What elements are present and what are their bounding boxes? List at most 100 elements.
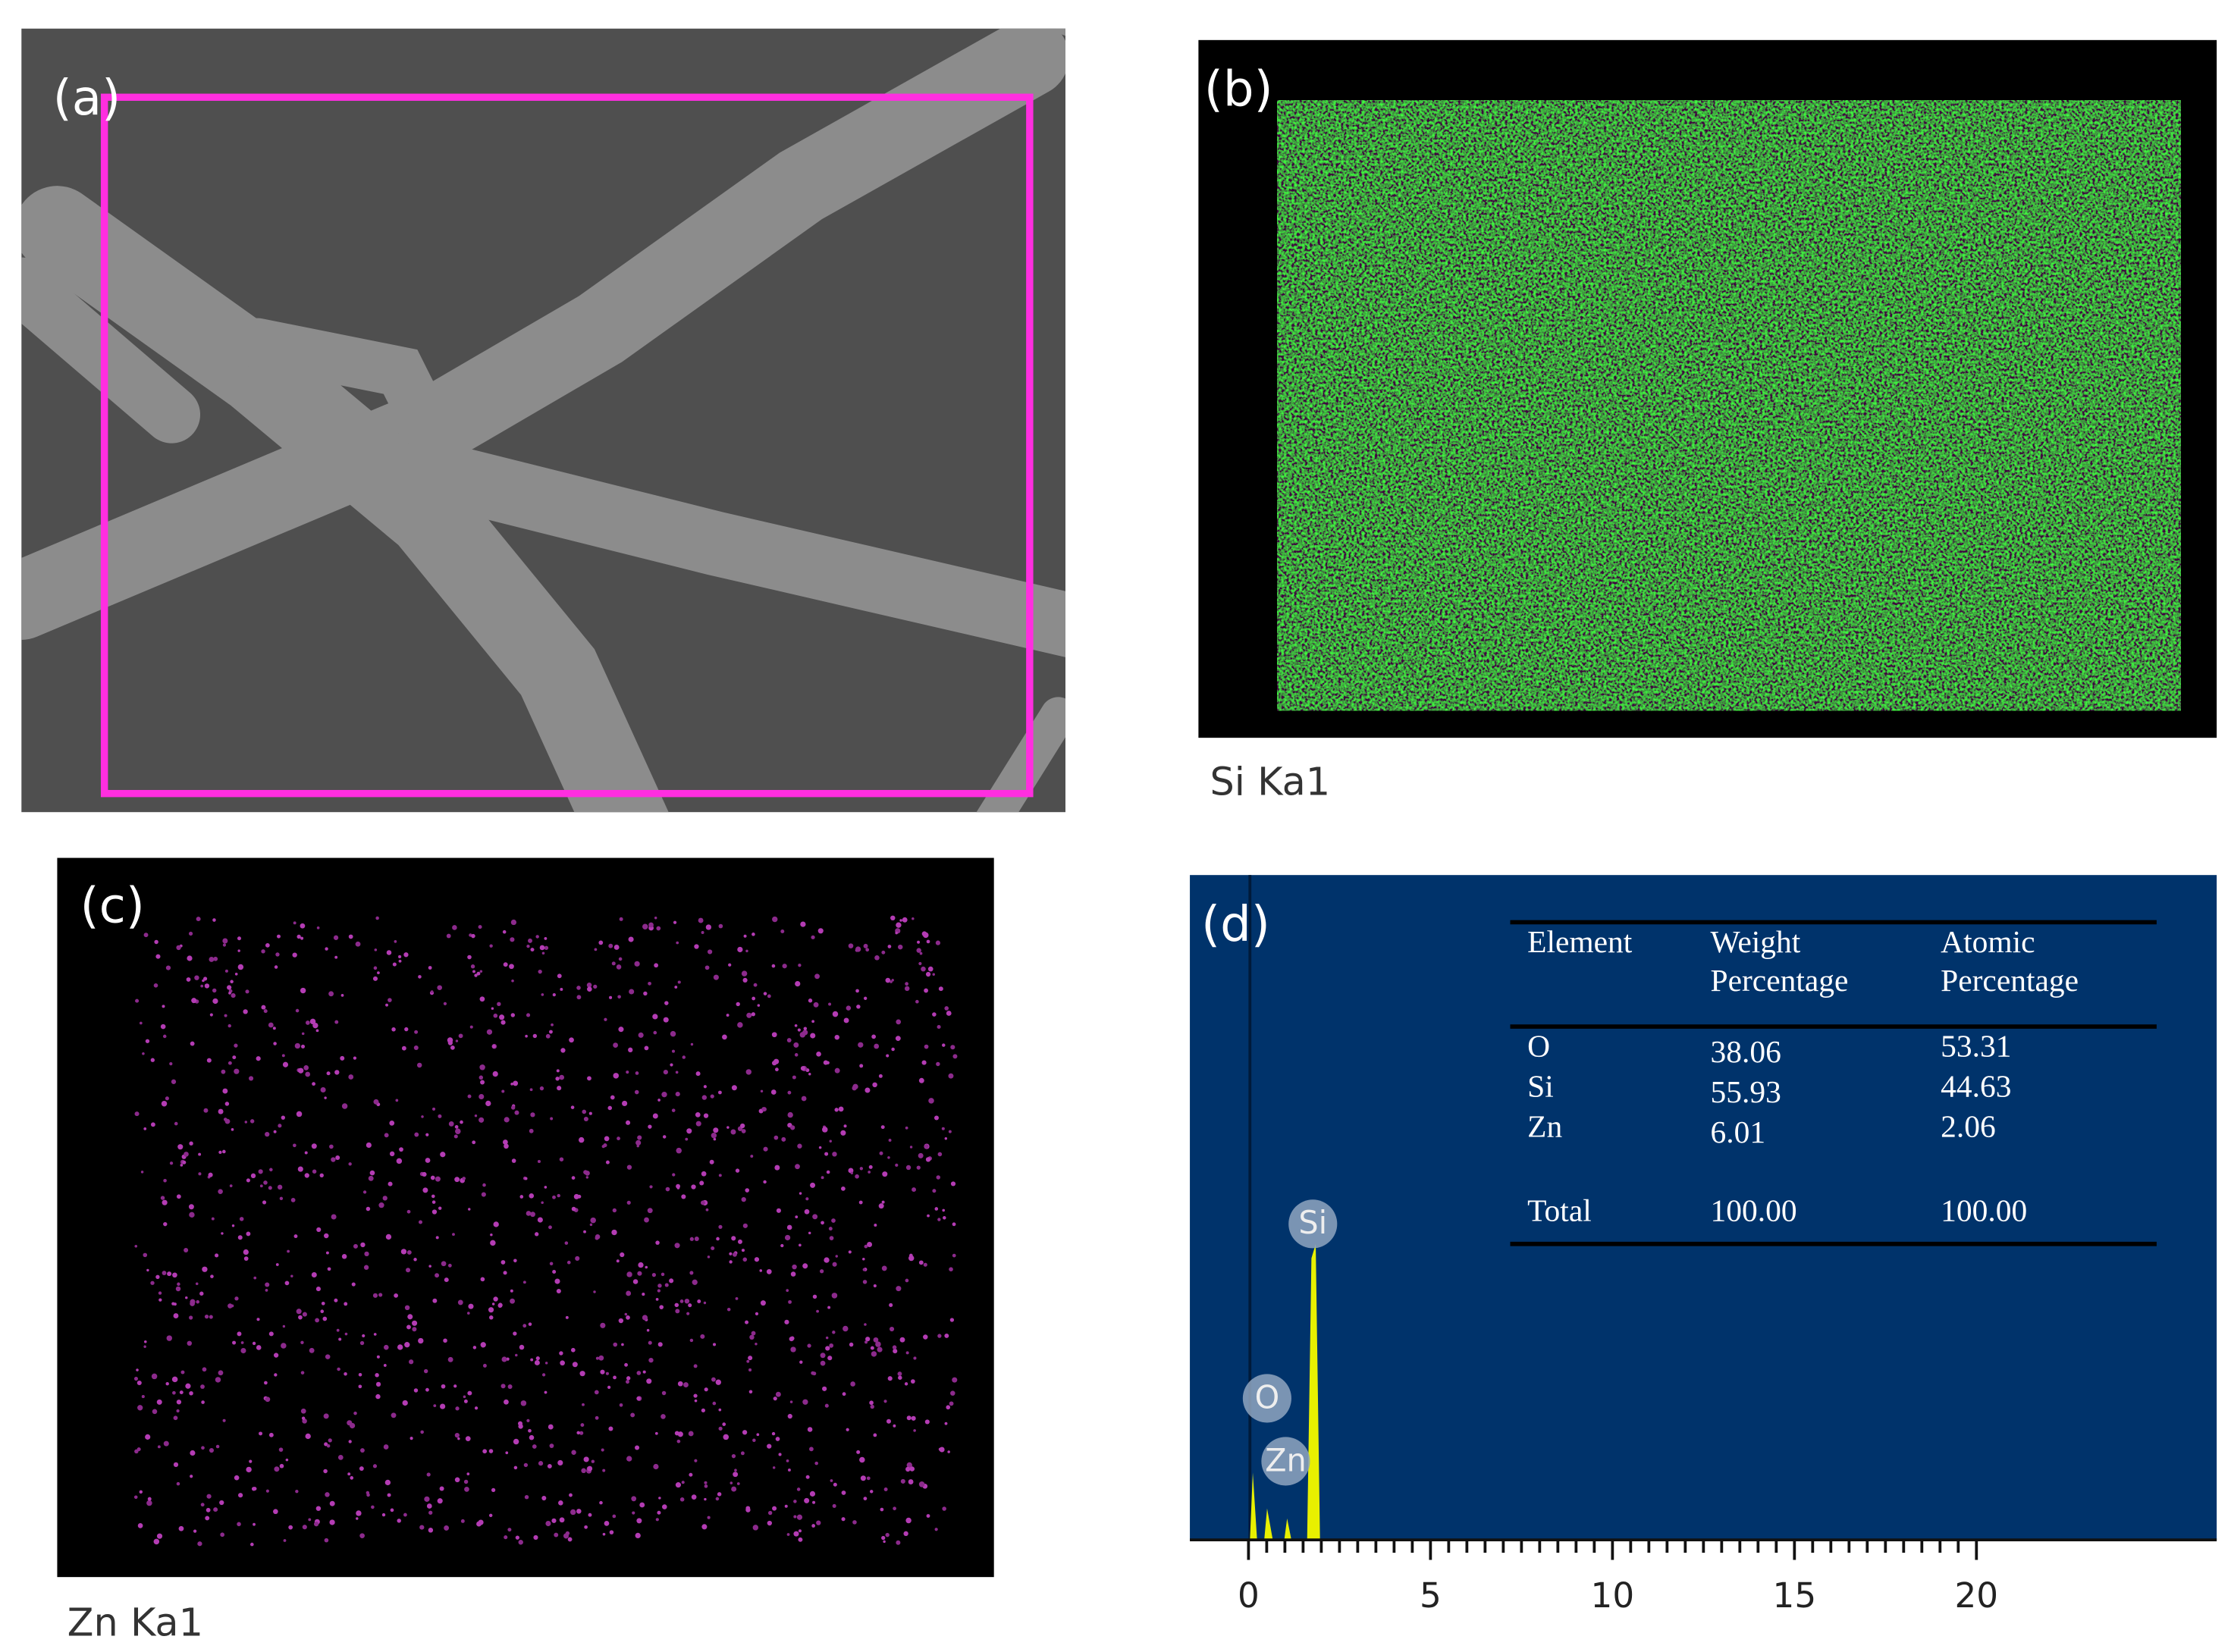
- zn-dot: [646, 1328, 650, 1332]
- zn-dot: [695, 1071, 701, 1077]
- zn-dot: [293, 921, 297, 925]
- zn-dot: [937, 1152, 943, 1157]
- zn-dot: [246, 1178, 250, 1183]
- zn-dot: [774, 1165, 780, 1171]
- zn-dot: [809, 1447, 814, 1452]
- zn-dot: [794, 1023, 798, 1027]
- zn-dot: [841, 1186, 846, 1191]
- zn-dot: [665, 1186, 670, 1192]
- zn-dot: [304, 1173, 309, 1178]
- zn-dot: [312, 1169, 317, 1174]
- zn-dot: [752, 1525, 759, 1531]
- zn-dot: [558, 1500, 563, 1506]
- zn-dot: [756, 1433, 760, 1437]
- zn-dot: [745, 949, 748, 953]
- zn-dot: [315, 1287, 321, 1292]
- zn-dot: [432, 1107, 436, 1111]
- zn-dot: [788, 1469, 791, 1472]
- zn-dot: [718, 923, 723, 929]
- zn-dot: [947, 1450, 950, 1453]
- zn-dot: [470, 964, 475, 969]
- zn-dot: [503, 1271, 507, 1275]
- zn-dot: [383, 1364, 387, 1367]
- zn-dot: [355, 941, 361, 947]
- zn-dot: [661, 1272, 665, 1277]
- zn-dot: [150, 1122, 155, 1127]
- zn-dot: [418, 975, 422, 979]
- zn-dot: [904, 986, 910, 992]
- zn-dot: [652, 1113, 658, 1119]
- zn-dot: [349, 1422, 356, 1429]
- zn-dot: [447, 1356, 453, 1362]
- zn-dot: [816, 1051, 821, 1057]
- table-header: Weight: [1711, 924, 1801, 959]
- zn-dot: [205, 1516, 210, 1521]
- zn-dot: [834, 1067, 840, 1074]
- zn-dot: [674, 1302, 679, 1308]
- zn-dot: [173, 1462, 179, 1468]
- zn-dot: [348, 934, 353, 939]
- zn-dot: [843, 1325, 849, 1332]
- zn-dot: [373, 1099, 379, 1105]
- zn-dot: [729, 1260, 733, 1264]
- zn-dot: [722, 1422, 726, 1426]
- zn-dot: [905, 1165, 912, 1171]
- zn-dot: [212, 998, 218, 1005]
- zn-dot: [222, 1149, 226, 1154]
- zn-dot: [246, 1466, 252, 1473]
- zn-dot: [664, 1283, 669, 1287]
- zn-dot: [229, 1184, 233, 1187]
- zn-dot: [598, 1355, 604, 1361]
- zn-dot: [209, 1448, 214, 1453]
- zn-dot: [309, 1018, 316, 1025]
- zn-dot: [444, 1525, 450, 1531]
- zn-dot: [712, 1343, 717, 1346]
- zn-dot: [305, 1433, 311, 1440]
- zn-dot: [227, 1023, 231, 1028]
- zn-dot: [896, 1286, 902, 1292]
- zn-dot: [325, 947, 328, 951]
- zn-dot: [388, 998, 392, 1002]
- zn-dot: [479, 970, 483, 973]
- zn-dot: [362, 1334, 366, 1338]
- zn-dot: [513, 1438, 519, 1445]
- zn-dot: [812, 1294, 817, 1299]
- zn-dot: [677, 980, 681, 984]
- zn-dot: [924, 1144, 929, 1149]
- zn-dot: [538, 969, 542, 974]
- zn-dot: [944, 1137, 948, 1140]
- zn-dot: [467, 1390, 472, 1396]
- zn-dot: [471, 933, 475, 939]
- zn-dot: [518, 1540, 523, 1545]
- zn-dot: [501, 1356, 507, 1362]
- zn-dot: [173, 1302, 177, 1306]
- zn-dot: [455, 1406, 460, 1411]
- zn-dot: [781, 1136, 786, 1142]
- zn-dot: [689, 1472, 693, 1477]
- zn-dot: [713, 974, 719, 980]
- zn-dot: [816, 1309, 819, 1313]
- zn-dot: [300, 1044, 306, 1049]
- zn-dot: [938, 1447, 942, 1451]
- zn-dot: [556, 1289, 561, 1294]
- zn-dot: [443, 1338, 447, 1343]
- zn-dot: [559, 1074, 565, 1080]
- zn-dot: [372, 1293, 378, 1298]
- zn-dot: [439, 1486, 444, 1491]
- zn-dot: [681, 1481, 685, 1484]
- zn-dot: [552, 993, 556, 997]
- zn-dot: [359, 1340, 365, 1346]
- zn-dot: [308, 1518, 312, 1522]
- zn-dot: [283, 1539, 287, 1542]
- zn-dot: [662, 1504, 667, 1509]
- zn-dot: [143, 1252, 148, 1258]
- zn-dot: [703, 1085, 707, 1089]
- zn-dot: [172, 1390, 176, 1395]
- zn-dot: [539, 1086, 544, 1091]
- zn-dot: [227, 1303, 233, 1309]
- zn-dot: [228, 992, 231, 995]
- zn-dot: [238, 1493, 243, 1498]
- zn-dot: [384, 1479, 391, 1486]
- zn-dot: [841, 1517, 846, 1522]
- zn-dot: [201, 1400, 205, 1404]
